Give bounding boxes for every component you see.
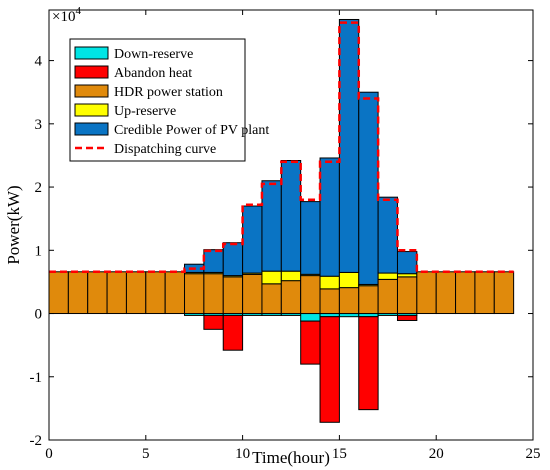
bar-segment-hdr-power-station: [455, 271, 476, 315]
y-tick-label: 4: [35, 54, 43, 70]
bar-segment-hdr-power-station: [338, 287, 360, 315]
bar-segment-hdr-power-station: [164, 271, 186, 315]
x-axis-label: Time(hour): [252, 448, 330, 467]
bar-segment-credible-power-of-pv-plant: [242, 205, 263, 274]
bar-segment-hdr-power-station: [319, 288, 340, 315]
bar-segment-credible-power-of-pv-plant: [338, 18, 360, 273]
legend-swatch: [74, 103, 109, 117]
bar-segment-credible-power-of-pv-plant: [396, 251, 418, 275]
legend-swatch: [74, 122, 109, 136]
legend: Down-reserve Abandon heat HDR power statio…: [69, 38, 269, 162]
bar-segment-hdr-power-station: [106, 271, 127, 315]
legend-entry-label: Abandon heat: [114, 66, 192, 81]
y-tick-label: 1: [35, 243, 43, 259]
legend-entry-label: HDR power station: [114, 85, 223, 100]
bar-segment-credible-power-of-pv-plant: [261, 180, 282, 272]
bar-segment-up-reserve: [338, 271, 360, 289]
y-tick-label: -2: [30, 433, 43, 449]
x-tick-label: 15: [332, 446, 347, 462]
x-tick-label: 25: [526, 446, 541, 462]
bar-segment-credible-power-of-pv-plant: [222, 242, 244, 277]
x-tick-label: 5: [142, 446, 150, 462]
bar-segment-hdr-power-station: [261, 283, 282, 315]
bar-segment-hdr-power-station: [300, 275, 321, 315]
bar-segment-hdr-power-station: [474, 271, 495, 315]
bar-segment-hdr-power-station: [67, 271, 89, 315]
bar-segment-hdr-power-station: [222, 276, 244, 315]
y-multiplier-base: ×10: [52, 9, 75, 25]
ticks-layer: 0 5 10 15 20 25 -2 -1 0 1 2 3 4: [30, 10, 541, 462]
bar-segment-credible-power-of-pv-plant: [300, 201, 321, 275]
bar-segment-hdr-power-station: [358, 285, 379, 315]
y-tick-label: 2: [35, 180, 43, 196]
bar-segment-credible-power-of-pv-plant: [280, 160, 302, 272]
legend-swatch: [74, 46, 109, 60]
bar-segment-abandon-heat: [319, 316, 340, 423]
bar-segment-credible-power-of-pv-plant: [203, 249, 224, 273]
bar-segment-up-reserve: [377, 272, 398, 280]
bar-segment-up-reserve: [261, 270, 282, 285]
bar-segment-abandon-heat: [203, 314, 224, 330]
bar-segment-abandon-heat: [396, 314, 418, 321]
plot-frame: [48, 9, 534, 441]
y-tick-label: 0: [35, 307, 43, 323]
legend-entry-label: Credible Power of PV plant: [114, 123, 269, 138]
bar-segment-hdr-power-station: [184, 273, 205, 315]
bar-segment-abandon-heat: [300, 320, 321, 365]
bar-segment-hdr-power-station: [242, 273, 263, 315]
dispatching-curve-line: [49, 21, 514, 274]
x-tick-label: 0: [45, 446, 53, 462]
bar-segment-hdr-power-station: [396, 276, 418, 315]
bars-layer: [48, 18, 515, 423]
bar-segment-down-reserve: [300, 313, 321, 322]
y-axis-multiplier: ×104: [52, 5, 81, 25]
bar-segment-hdr-power-station: [87, 271, 108, 315]
legend-entry-label: Up-reserve: [114, 104, 176, 119]
bar-segment-credible-power-of-pv-plant: [319, 157, 340, 277]
bar-segment-hdr-power-station: [280, 280, 302, 315]
bar-segment-abandon-heat: [222, 314, 244, 351]
x-tick-label: 20: [429, 446, 444, 462]
bar-segment-abandon-heat: [358, 316, 379, 411]
bar-segment-credible-power-of-pv-plant: [358, 91, 379, 285]
y-multiplier-exponent: 4: [75, 5, 81, 17]
x-tick-label: 10: [235, 446, 250, 462]
legend-swatch: [74, 65, 109, 79]
bar-segment-credible-power-of-pv-plant: [377, 196, 398, 274]
bar-segment-hdr-power-station: [125, 271, 147, 315]
dispatch-line-layer: [49, 21, 514, 274]
y-tick-label: -1: [30, 370, 43, 386]
bar-segment-hdr-power-station: [203, 273, 224, 315]
legend-entry-label: Down-reserve: [114, 47, 193, 62]
bar-segment-hdr-power-station: [145, 271, 166, 315]
bar-segment-up-reserve: [319, 275, 340, 290]
axes-layer: [48, 9, 534, 441]
bar-segment-hdr-power-station: [377, 278, 398, 315]
bar-segment-hdr-power-station: [493, 271, 515, 315]
bar-segment-hdr-power-station: [416, 271, 437, 315]
y-axis-label: Power(kW): [4, 185, 23, 264]
legend-entry-label: Dispatching curve: [114, 142, 216, 157]
bar-segment-up-reserve: [280, 270, 302, 282]
y-tick-label: 3: [35, 117, 43, 133]
bar-segment-hdr-power-station: [48, 271, 69, 315]
legend-swatch: [74, 84, 109, 98]
bar-segment-hdr-power-station: [435, 271, 457, 315]
